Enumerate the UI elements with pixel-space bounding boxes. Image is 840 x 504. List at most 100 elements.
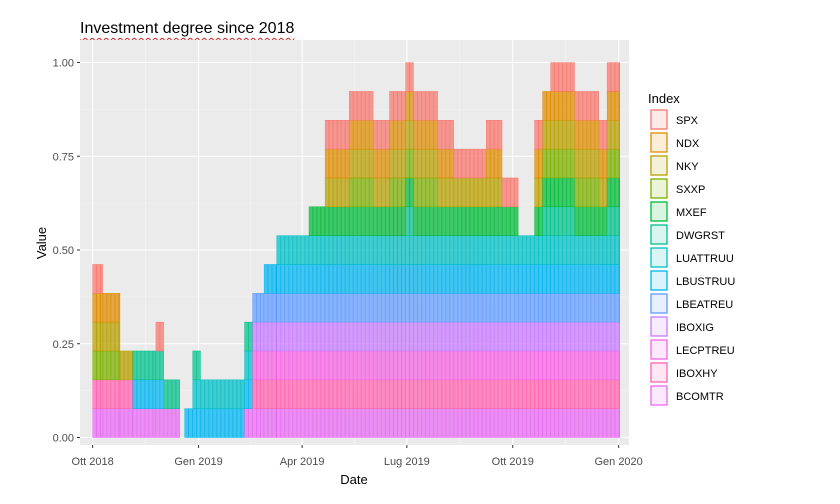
bar-segment-iboxhy (118, 379, 121, 409)
y-tick-label: 0.25 (53, 339, 74, 351)
bar-segment-sxxp (106, 350, 111, 381)
bar-segment-iboxhy (324, 379, 330, 409)
bar-segment-lbustruu (263, 264, 269, 294)
bar-segment-ndx (534, 148, 539, 179)
bar-segment-ndx (100, 293, 103, 323)
bar-segment-lecptreu (477, 350, 483, 381)
bar-segment-lecptreu (602, 350, 607, 381)
bar-segment-mxef (453, 206, 458, 236)
bar-segment-sxxp (401, 177, 406, 208)
bar-segment-iboxhy (332, 379, 338, 409)
legend-key-luattruu (650, 247, 668, 268)
bar-segment-lbeatreu (433, 293, 438, 323)
bar-segment-ndx (598, 148, 603, 179)
bar-segment-luattruu (618, 235, 620, 265)
bar-segment-lbustruu (296, 264, 301, 294)
bar-segment-lbeatreu (365, 293, 370, 323)
bar-segment-nky (465, 177, 471, 208)
bar-segment-mxef (381, 206, 386, 236)
bar-segment-mxef (469, 206, 475, 236)
bar-segment-ndx (429, 120, 434, 150)
bar-segment-iboxhy (510, 379, 515, 409)
bar-segment-sxxp (96, 350, 101, 381)
bar-segment-dwgrst (144, 350, 149, 381)
bar-segment-luattruu (381, 235, 386, 265)
bar-segment-bcomtr (292, 408, 297, 438)
bar-segment-lecptreu (498, 350, 503, 381)
bar-segment-lecptreu (570, 350, 575, 381)
bar-segment-bcomtr (425, 408, 430, 438)
bar-segment-lbustruu (365, 264, 370, 294)
bar-segment-dwgrst (132, 350, 137, 381)
bar-segment-spx (324, 120, 330, 150)
bar-segment-dwgrst (155, 350, 160, 381)
bar-segment-iboxhy (473, 379, 479, 409)
bar-segment-bcomtr (144, 408, 149, 438)
bar-segment-spx (405, 62, 410, 92)
bar-segment-lbeatreu (312, 293, 317, 323)
bar-segment-nky (397, 148, 402, 179)
bar-segment-lbustruu (267, 264, 273, 294)
bar-segment-ndx (336, 148, 342, 179)
bar-segment-luattruu (280, 235, 285, 265)
bar-segment-iboxhy (461, 379, 466, 409)
bar-segment-luattruu (421, 235, 426, 265)
bar-segment-iboxig (486, 321, 491, 352)
bar-segment-iboxhy (558, 379, 563, 409)
bar-segment-dwgrst (562, 206, 567, 236)
bar-segment-mxef (365, 206, 370, 236)
bar-segment-dwgrst (558, 206, 563, 236)
bar-segment-mxef (405, 177, 410, 208)
bar-segment-lbeatreu (526, 293, 531, 323)
bar-segment-lbeatreu (510, 293, 515, 323)
bar-segment-lecptreu (558, 350, 563, 381)
bar-segment-lbustruu (578, 264, 583, 294)
bar-segment-iboxig (357, 321, 362, 352)
bar-segment-nky (490, 177, 495, 208)
bar-segment-lbustruu (224, 408, 229, 438)
bar-segment-iboxhy (582, 379, 587, 409)
bar-segment-dwgrst (159, 350, 164, 381)
bar-segment-lecptreu (425, 350, 430, 381)
bar-segment-mxef (586, 206, 591, 236)
bar-segment-bcomtr (353, 408, 358, 438)
bar-segment-spx (361, 91, 366, 121)
bar-segment-lbustruu (602, 264, 607, 294)
bar-segment-lbustruu (373, 264, 378, 294)
bar-segment-lecptreu (465, 350, 471, 381)
bar-segment-lbustruu (461, 264, 466, 294)
bar-segment-mxef (425, 206, 430, 236)
bar-segment-spx (510, 177, 515, 208)
bar-segment-bcomtr (570, 408, 575, 438)
bar-segment-lecptreu (271, 350, 277, 381)
bar-segment-lbustruu (196, 408, 201, 438)
bar-segment-mxef (449, 206, 454, 236)
bar-segment-bcomtr (357, 408, 362, 438)
bar-segment-nky (120, 350, 125, 381)
bar-segment-bcomtr (288, 408, 293, 438)
bar-segment-ndx (610, 91, 616, 121)
bar-segment-iboxig (582, 321, 587, 352)
bar-segment-lecptreu (606, 350, 612, 381)
bar-segment-lbustruu (332, 264, 338, 294)
bar-segment-nky (606, 120, 612, 150)
bar-segment-lbeatreu (284, 293, 289, 323)
bar-segment-dwgrst (546, 206, 551, 236)
bar-segment-iboxig (437, 321, 442, 352)
bar-segment-sxxp (413, 177, 418, 208)
bar-segment-lbeatreu (518, 293, 523, 323)
bar-segment-mxef (562, 177, 567, 208)
bar-segment-lecptreu (345, 350, 350, 381)
bar-segment-spx (332, 120, 338, 150)
bar-segment-lbustruu (457, 264, 462, 294)
bar-segment-nky (332, 177, 338, 208)
bar-segment-lecptreu (457, 350, 462, 381)
bar-segment-sxxp (369, 177, 374, 208)
bar-segment-bcomtr (263, 408, 269, 438)
bar-segment-lecptreu (381, 350, 386, 381)
bar-segment-nky (425, 148, 430, 179)
bar-segment-ndx (421, 120, 426, 150)
bar-segment-luattruu (417, 235, 422, 265)
bar-segment-mxef (437, 206, 442, 236)
bar-segment-lbeatreu (421, 293, 426, 323)
